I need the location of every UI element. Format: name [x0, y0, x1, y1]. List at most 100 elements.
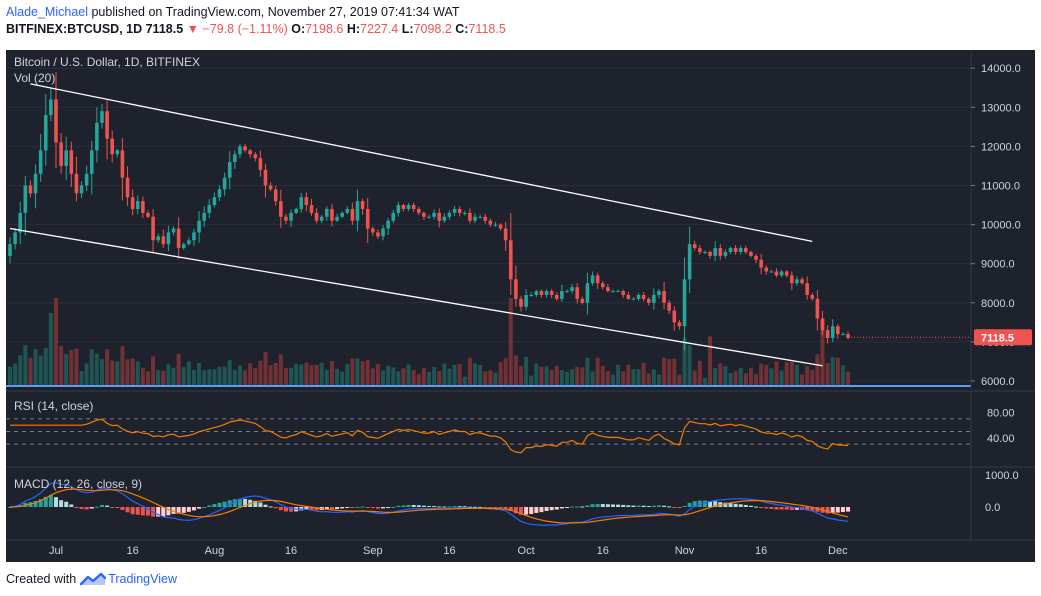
macd-histogram-bar — [539, 507, 544, 513]
low-label: L: — [401, 22, 414, 36]
candle-body — [314, 212, 319, 221]
candle-body — [442, 216, 447, 221]
volume-bar — [28, 357, 33, 386]
candle-body — [146, 212, 150, 217]
macd-histogram-bar — [677, 507, 682, 509]
volume-bar — [794, 364, 799, 386]
candle-body — [846, 334, 850, 338]
volume-bar — [733, 371, 738, 386]
macd-histogram-bar — [89, 507, 94, 509]
candle-body — [207, 205, 212, 213]
macd-histogram-bar — [212, 504, 217, 507]
candle-body — [391, 212, 396, 221]
candle-body — [376, 232, 380, 237]
volume-bar — [59, 346, 64, 386]
macd-histogram-bar — [171, 507, 176, 514]
volume-bar — [600, 365, 605, 386]
volume-bar — [48, 312, 53, 386]
candle-body — [667, 302, 671, 311]
macd-histogram-bar — [452, 506, 457, 508]
candle-body — [728, 248, 733, 252]
candle-body — [100, 111, 104, 123]
macd-histogram-bar — [74, 507, 79, 508]
macd-histogram-bar — [59, 500, 64, 507]
volume-bar — [559, 370, 564, 386]
rsi-pane — [6, 418, 971, 454]
rsi-tick-label-1: 40.00 — [987, 433, 1015, 445]
volume-bar — [145, 371, 150, 386]
macd-histogram-bar — [94, 506, 99, 508]
macd-histogram-bar — [207, 505, 212, 507]
candle-body — [462, 212, 467, 214]
volume-bar — [18, 355, 23, 386]
candles[interactable] — [8, 72, 850, 351]
volume-bar — [626, 364, 631, 386]
candle-body — [718, 248, 723, 256]
candle-body — [544, 291, 549, 295]
macd-histogram-bar — [340, 507, 345, 509]
candle-body — [733, 248, 738, 252]
candle-body — [176, 228, 181, 249]
macd-histogram-bar — [314, 507, 319, 511]
macd-pane — [8, 482, 851, 526]
candle-body — [616, 291, 620, 293]
volume-bar — [110, 360, 115, 386]
volume-bar — [575, 366, 580, 386]
tradingview-brand[interactable]: TradingView — [108, 572, 177, 586]
change-value: ▼ −79.8 (−1.11%) — [186, 22, 288, 36]
volume-bar — [774, 361, 779, 386]
volume-bar — [8, 366, 12, 386]
macd-histogram-bar — [386, 507, 391, 508]
macd-histogram-bar — [764, 507, 769, 509]
macd-histogram-bar — [442, 506, 447, 508]
volume-bar — [437, 371, 442, 386]
price-tick-label-6: 8000.0 — [981, 298, 1015, 310]
candle-body — [800, 279, 804, 284]
author-link[interactable]: Alade_Michael — [6, 5, 88, 19]
candle-body — [141, 201, 145, 213]
candle-body — [672, 310, 677, 323]
volume-bar — [605, 371, 610, 386]
macd-histogram-bar — [64, 501, 69, 507]
macd-histogram-bar — [350, 507, 355, 508]
candle-body — [698, 248, 702, 252]
volume-bar — [212, 369, 217, 386]
volume-bar — [396, 371, 401, 386]
candle-body — [713, 248, 717, 256]
volume-bar — [595, 357, 600, 386]
volume-bar — [156, 370, 161, 386]
candle-body — [13, 232, 17, 245]
macd-histogram-bar — [115, 507, 120, 508]
volume-bar — [120, 346, 125, 386]
last-price-tag — [974, 329, 1032, 346]
macd-histogram-bar — [498, 507, 503, 508]
macd-histogram-bar — [656, 505, 661, 507]
time-tick-label-0: Jul — [49, 545, 63, 557]
macd-histogram-bar — [529, 507, 534, 514]
candle-body — [570, 287, 574, 292]
chart-svg[interactable]: 14000.0 13000.0 12000.0 11000.0 10000.0 9000.… — [6, 50, 1035, 562]
candle-body — [345, 208, 350, 213]
volume-bar — [610, 374, 615, 386]
volume-bar — [810, 370, 815, 386]
volume-bar — [743, 373, 748, 386]
candle-body — [560, 291, 564, 299]
candle-body — [84, 173, 89, 186]
macd-histogram-bar — [840, 507, 845, 513]
macd-histogram-bar — [779, 507, 784, 510]
volume-bar — [171, 367, 176, 386]
candle-body — [682, 279, 687, 327]
candle-body — [774, 271, 779, 276]
macd-histogram-bar — [33, 500, 38, 507]
chart-container[interactable]: 14000.0 13000.0 12000.0 11000.0 10000.0 9000.… — [6, 50, 1035, 562]
candle-body — [340, 212, 344, 217]
volume-bar — [23, 345, 28, 386]
candle-body — [549, 291, 554, 295]
volume-bar — [278, 354, 283, 386]
candle-body — [319, 216, 324, 221]
macd-histogram-bar — [457, 506, 462, 508]
created-with-text: Created with — [6, 572, 77, 586]
volume-bar — [483, 371, 488, 386]
macd-histogram-bar — [105, 505, 110, 507]
volume-bar — [467, 357, 472, 386]
